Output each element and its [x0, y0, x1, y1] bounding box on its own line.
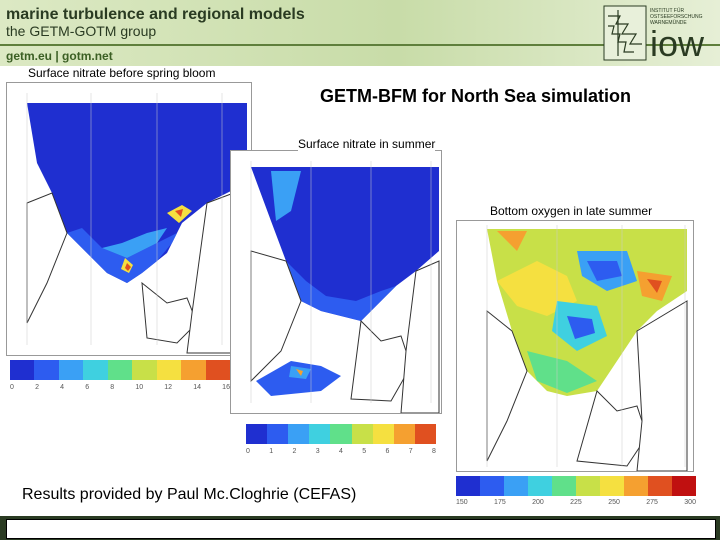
- tick: 300: [684, 499, 696, 506]
- map-bottom-oxygen-image: [457, 221, 693, 471]
- tick: 6: [385, 448, 390, 455]
- tick: 6: [85, 384, 90, 391]
- iow-logo-icon: [603, 5, 647, 61]
- credit-text: Results provided by Paul Mc.Cloghrie (CE…: [22, 486, 357, 503]
- colorbar-ticks-spring: 0 2 4 6 8 10 12 14 16: [10, 384, 230, 391]
- tick: 225: [570, 499, 582, 506]
- map-nitrate-summer: [230, 150, 442, 414]
- colorbar-ticks-summer: 0 1 2 3 4 5 6 7 8: [246, 448, 436, 455]
- tick: 14: [193, 384, 202, 391]
- tick: 16: [222, 384, 230, 391]
- tick: 175: [494, 499, 506, 506]
- tick: 8: [110, 384, 115, 391]
- header-title: marine turbulence and regional models: [6, 6, 305, 23]
- header-band: [0, 0, 720, 66]
- header-links[interactable]: getm.eu | gotm.net: [6, 49, 113, 63]
- tick: 12: [164, 384, 173, 391]
- colorbar-nitrate-summer: [246, 424, 436, 444]
- tick: 2: [292, 448, 297, 455]
- logo-wordmark: iow: [650, 23, 705, 64]
- tick: 4: [60, 384, 65, 391]
- tick: 3: [315, 448, 320, 455]
- tick: 200: [532, 499, 544, 506]
- tick: 150: [456, 499, 468, 506]
- tick: 250: [608, 499, 620, 506]
- label-surface-nitrate-spring: Surface nitrate before spring bloom: [28, 66, 216, 80]
- logo-small-text: INSTITUT FÜR OSTSEEFORSCHUNG WARNEMÜNDE: [650, 8, 703, 26]
- tick: 0: [10, 384, 14, 391]
- footer-inner: [6, 519, 716, 539]
- tick: 1: [269, 448, 274, 455]
- tick: 5: [362, 448, 367, 455]
- colorbar-bottom-oxygen: [456, 476, 696, 496]
- header-subtitle: the GETM-GOTM group: [6, 23, 157, 39]
- colorbar-nitrate-spring: [10, 360, 230, 380]
- map-nitrate-spring: [6, 82, 252, 356]
- tick: 8: [432, 448, 436, 455]
- label-bottom-oxygen: Bottom oxygen in late summer: [490, 204, 653, 218]
- tick: 275: [646, 499, 658, 506]
- map-nitrate-spring-image: [7, 83, 251, 355]
- tick: 4: [339, 448, 343, 455]
- tick: 7: [408, 448, 413, 455]
- tick: 10: [135, 384, 144, 391]
- header-divider: [0, 44, 720, 46]
- colorbar-ticks-oxygen: 150 175 200 225 250 275 300: [456, 499, 696, 506]
- label-surface-nitrate-summer: Surface nitrate in summer: [298, 137, 436, 151]
- map-bottom-oxygen: [456, 220, 694, 472]
- tick: 2: [35, 384, 39, 391]
- map-nitrate-summer-image: [231, 151, 441, 413]
- tick: 0: [246, 448, 250, 455]
- page-title: GETM-BFM for North Sea simulation: [320, 86, 632, 106]
